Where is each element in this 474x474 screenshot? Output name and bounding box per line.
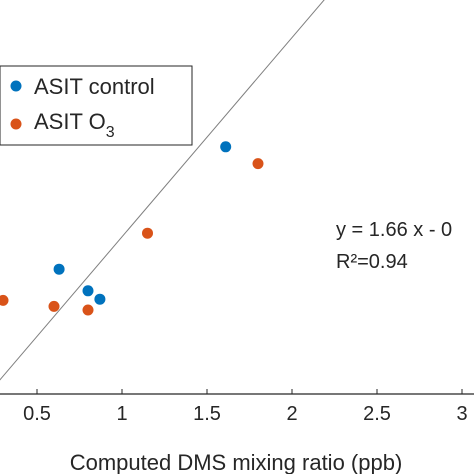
fit-annotation: y = 1.66 x - 0 R²=0.94 (336, 219, 452, 273)
legend-marker-asit-o3 (10, 118, 22, 130)
x-axis-label: Computed DMS mixing ratio (ppb) (70, 450, 403, 474)
legend-marker-asit-control (10, 80, 22, 92)
fit-line-group (0, 0, 325, 381)
point-asit-control (53, 263, 65, 275)
x-tick-label: 1 (116, 403, 127, 425)
point-asit-o3 (0, 294, 9, 306)
x-tick-label: 2.5 (363, 403, 391, 425)
fit-equation: y = 1.66 x - 0 (336, 219, 452, 241)
data-points (0, 141, 264, 316)
x-tick-label: 3 (456, 403, 467, 425)
x-tick-label: 1.5 (193, 403, 221, 425)
point-asit-o3 (142, 227, 153, 239)
axes: 0.5 1 1.5 2 2.5 3 (0, 389, 474, 425)
point-asit-control (94, 293, 106, 305)
point-asit-o3 (252, 158, 264, 170)
point-asit-o3 (48, 300, 60, 312)
point-asit-control (220, 141, 232, 153)
fit-line (0, 0, 325, 381)
legend: ASIT control ASIT O3 (0, 65, 193, 146)
legend-label-asit-o3: ASIT O3 (34, 109, 115, 141)
point-asit-control (82, 285, 94, 297)
fit-r-squared: R²=0.94 (336, 251, 408, 273)
legend-box (0, 65, 193, 146)
point-asit-o3 (82, 304, 94, 316)
legend-label-asit-control: ASIT control (34, 74, 155, 99)
x-tick-label: 0.5 (23, 403, 51, 425)
x-tick-label: 2 (286, 403, 297, 425)
